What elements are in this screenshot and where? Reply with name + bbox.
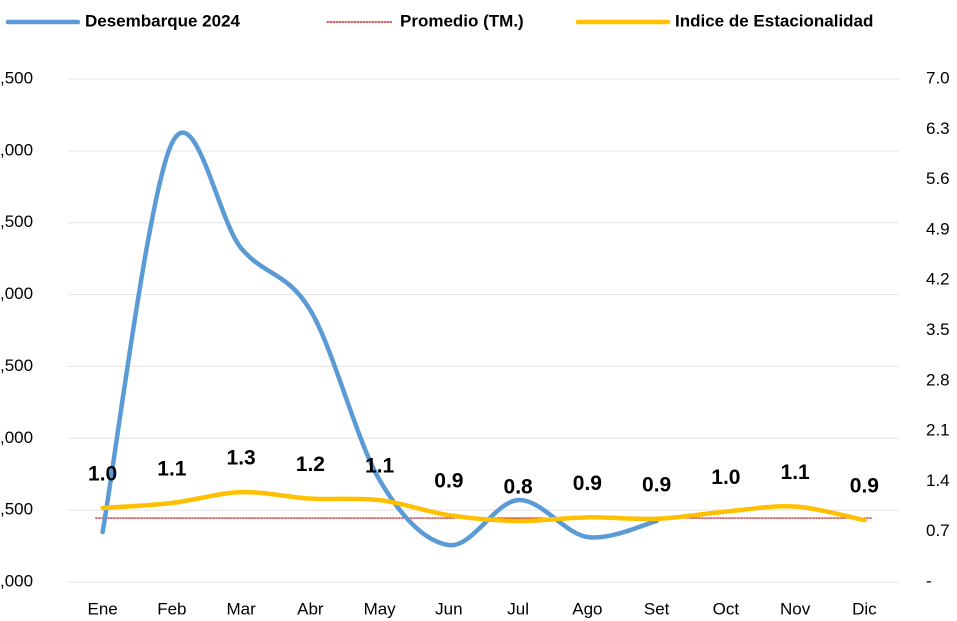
y2-tick-label: 6.3 xyxy=(926,119,950,138)
data-label: 1.0 xyxy=(88,463,117,486)
y-tick-label: ,500 xyxy=(0,356,33,375)
data-label: 0.9 xyxy=(642,473,671,496)
y2-tick-label: 7.0 xyxy=(926,68,950,87)
y2-tick-label: 2.1 xyxy=(926,421,950,440)
x-tick-label: Dic xyxy=(852,599,877,618)
x-tick-label: Jun xyxy=(435,599,462,618)
y-tick-label: ,000 xyxy=(0,571,33,590)
x-tick-label: Set xyxy=(644,599,670,618)
data-label: 1.1 xyxy=(157,458,187,481)
y2-tick-label: 1.4 xyxy=(926,471,950,490)
x-tick-label: Ago xyxy=(572,599,602,618)
legend-label: Indice de Estacionalidad xyxy=(675,11,873,30)
x-tick-label: Nov xyxy=(780,599,811,618)
y-tick-label: ,000 xyxy=(0,428,33,447)
x-tick-label: Jul xyxy=(507,599,529,618)
data-label: 0.9 xyxy=(573,472,602,495)
data-label: 1.3 xyxy=(227,447,256,470)
data-label: 0.8 xyxy=(504,475,534,498)
y2-tick-label: - xyxy=(926,571,932,590)
x-tick-label: Feb xyxy=(157,599,186,618)
y-tick-label: ,500 xyxy=(0,212,33,231)
y2-tick-label: 4.2 xyxy=(926,270,950,289)
y-tick-label: ,500 xyxy=(0,68,33,87)
legend-label: Desembarque 2024 xyxy=(85,11,241,30)
y2-tick-label: 3.5 xyxy=(926,320,950,339)
y2-tick-label: 2.8 xyxy=(926,370,950,389)
y2-tick-label: 0.7 xyxy=(926,521,950,540)
data-label: 1.1 xyxy=(781,461,811,484)
y-tick-label: ,500 xyxy=(0,500,33,519)
y-tick-label: ,000 xyxy=(0,284,33,303)
y2-tick-label: 4.9 xyxy=(926,219,950,238)
data-label: 1.1 xyxy=(365,455,395,478)
x-tick-label: Oct xyxy=(713,599,740,618)
x-tick-label: Ene xyxy=(88,599,118,618)
y-tick-label: ,000 xyxy=(0,140,33,159)
x-tick-label: Abr xyxy=(297,599,324,618)
series-line xyxy=(100,489,867,524)
data-label: 0.9 xyxy=(434,470,463,493)
x-tick-label: May xyxy=(364,599,397,618)
series-line xyxy=(100,130,659,548)
data-label: 1.2 xyxy=(296,453,325,476)
data-label: 0.9 xyxy=(850,475,879,498)
legend-label: Promedio (TM.) xyxy=(400,11,524,30)
y2-tick-label: 5.6 xyxy=(926,169,950,188)
data-label: 1.0 xyxy=(711,466,740,489)
x-tick-label: Mar xyxy=(226,599,256,618)
